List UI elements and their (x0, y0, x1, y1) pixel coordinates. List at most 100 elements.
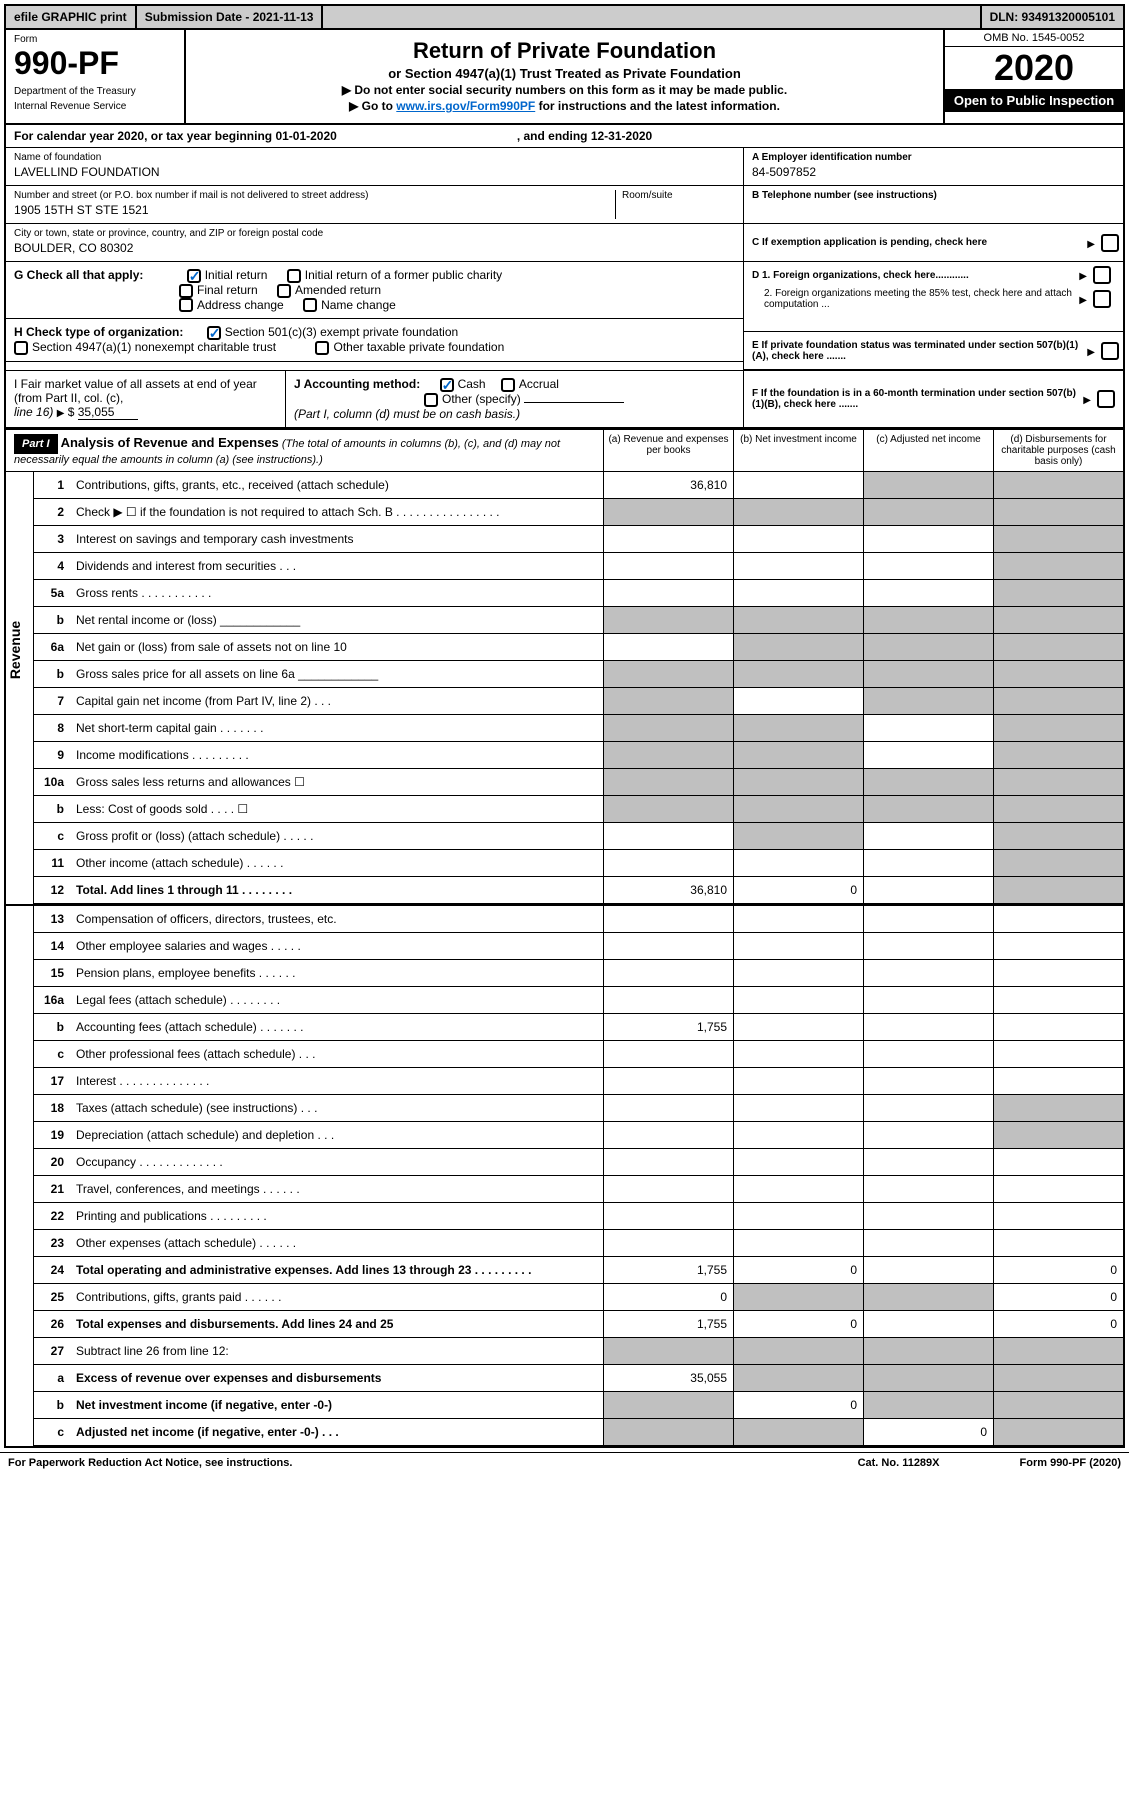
name-change-checkbox[interactable] (303, 298, 317, 312)
left-info-column: Name of foundation LAVELLIND FOUNDATION … (6, 148, 743, 370)
d1-checkbox[interactable] (1093, 266, 1111, 284)
row-label: Total. Add lines 1 through 11 . . . . . … (70, 881, 603, 899)
cell-d (993, 688, 1123, 714)
address-block: Number and street (or P.O. box number if… (6, 186, 743, 224)
city-block: City or town, state or province, country… (6, 224, 743, 262)
main-title: Return of Private Foundation (194, 38, 935, 64)
row-label: Interest on savings and temporary cash i… (70, 530, 603, 548)
cell-b (733, 769, 863, 795)
row-number: 13 (34, 910, 70, 928)
table-row: 8Net short-term capital gain . . . . . .… (34, 715, 1123, 742)
cell-a (603, 1068, 733, 1094)
row-number: 1 (34, 476, 70, 494)
accrual-checkbox[interactable] (501, 378, 515, 392)
title-box: Return of Private Foundation or Section … (186, 30, 943, 123)
cell-d (993, 472, 1123, 498)
cell-a (603, 526, 733, 552)
cell-a: 0 (603, 1284, 733, 1310)
cell-c (863, 1392, 993, 1418)
city-label: City or town, state or province, country… (14, 228, 735, 239)
footer-mid: Cat. No. 11289X (858, 1457, 940, 1469)
cell-a (603, 1176, 733, 1202)
cell-d (993, 1041, 1123, 1067)
name-block: Name of foundation LAVELLIND FOUNDATION (6, 148, 743, 186)
row-number: 17 (34, 1072, 70, 1090)
amended-return-label: Amended return (295, 283, 381, 297)
row-label: Check ▶ ☐ if the foundation is not requi… (70, 503, 603, 521)
col-a-header: (a) Revenue and expenses per books (603, 430, 733, 471)
cell-d (993, 850, 1123, 876)
arrow-icon (1087, 236, 1095, 250)
cell-c (863, 796, 993, 822)
cell-b (733, 1365, 863, 1391)
cell-d: 0 (993, 1257, 1123, 1283)
final-return-checkbox[interactable] (179, 284, 193, 298)
row-label: Other income (attach schedule) . . . . .… (70, 854, 603, 872)
cell-c (863, 634, 993, 660)
cell-b (733, 1041, 863, 1067)
cell-c (863, 472, 993, 498)
cell-d (993, 877, 1123, 903)
row-number: 3 (34, 530, 70, 548)
initial-former-label: Initial return of a former public charit… (305, 268, 502, 282)
cell-a: 36,810 (603, 472, 733, 498)
cell-c (863, 1338, 993, 1364)
c-checkbox[interactable] (1101, 234, 1119, 252)
cell-c (863, 1014, 993, 1040)
cell-c (863, 742, 993, 768)
cell-d (993, 1068, 1123, 1094)
initial-return-checkbox[interactable] (187, 269, 201, 283)
cell-d (993, 1095, 1123, 1121)
row-number: 5a (34, 584, 70, 602)
cell-b (733, 661, 863, 687)
row-number: c (34, 827, 70, 845)
other-specify-checkbox[interactable] (424, 393, 438, 407)
row-label: Legal fees (attach schedule) . . . . . .… (70, 991, 603, 1009)
revenue-side-label: Revenue (6, 472, 34, 904)
arrow-icon (1079, 292, 1087, 306)
cell-a (603, 580, 733, 606)
d2-label: 2. Foreign organizations meeting the 85%… (752, 288, 1079, 310)
cell-b (733, 906, 863, 932)
d2-checkbox[interactable] (1093, 290, 1111, 308)
row-label: Dividends and interest from securities .… (70, 557, 603, 575)
cell-a (603, 796, 733, 822)
cell-c (863, 1365, 993, 1391)
cell-d: 0 (993, 1284, 1123, 1310)
cell-c (863, 960, 993, 986)
cell-c (863, 499, 993, 525)
d1-label: D 1. Foreign organizations, check here..… (752, 270, 1079, 281)
amended-return-checkbox[interactable] (277, 284, 291, 298)
instr2-post: for instructions and the latest informat… (535, 99, 780, 113)
cell-c (863, 715, 993, 741)
e-checkbox[interactable] (1101, 342, 1119, 360)
row-label: Interest . . . . . . . . . . . . . . (70, 1072, 603, 1090)
j-note: (Part I, column (d) must be on cash basi… (294, 407, 520, 421)
row-number: 23 (34, 1234, 70, 1252)
cell-c (863, 1311, 993, 1337)
501c3-checkbox[interactable] (207, 326, 221, 340)
cell-a: 36,810 (603, 877, 733, 903)
other-taxable-checkbox[interactable] (315, 341, 329, 355)
efile-button[interactable]: efile GRAPHIC print (6, 6, 137, 28)
cell-d (993, 1149, 1123, 1175)
table-row: 6aNet gain or (loss) from sale of assets… (34, 634, 1123, 661)
row-label: Occupancy . . . . . . . . . . . . . (70, 1153, 603, 1171)
table-row: 25Contributions, gifts, grants paid . . … (34, 1284, 1123, 1311)
f-checkbox[interactable] (1097, 390, 1115, 408)
revenue-table: Revenue 1Contributions, gifts, grants, e… (6, 472, 1123, 904)
row-label: Total operating and administrative expen… (70, 1261, 603, 1279)
cell-c (863, 688, 993, 714)
initial-former-checkbox[interactable] (287, 269, 301, 283)
cell-a (603, 906, 733, 932)
address-change-checkbox[interactable] (179, 298, 193, 312)
cash-checkbox[interactable] (440, 378, 454, 392)
cell-d (993, 553, 1123, 579)
4947-checkbox[interactable] (14, 341, 28, 355)
cell-a (603, 769, 733, 795)
form-link[interactable]: www.irs.gov/Form990PF (396, 99, 535, 113)
part1-description: Part I Analysis of Revenue and Expenses … (6, 430, 603, 471)
ein-block: A Employer identification number 84-5097… (744, 148, 1123, 186)
row-number: c (34, 1045, 70, 1063)
row-number: c (34, 1423, 70, 1441)
